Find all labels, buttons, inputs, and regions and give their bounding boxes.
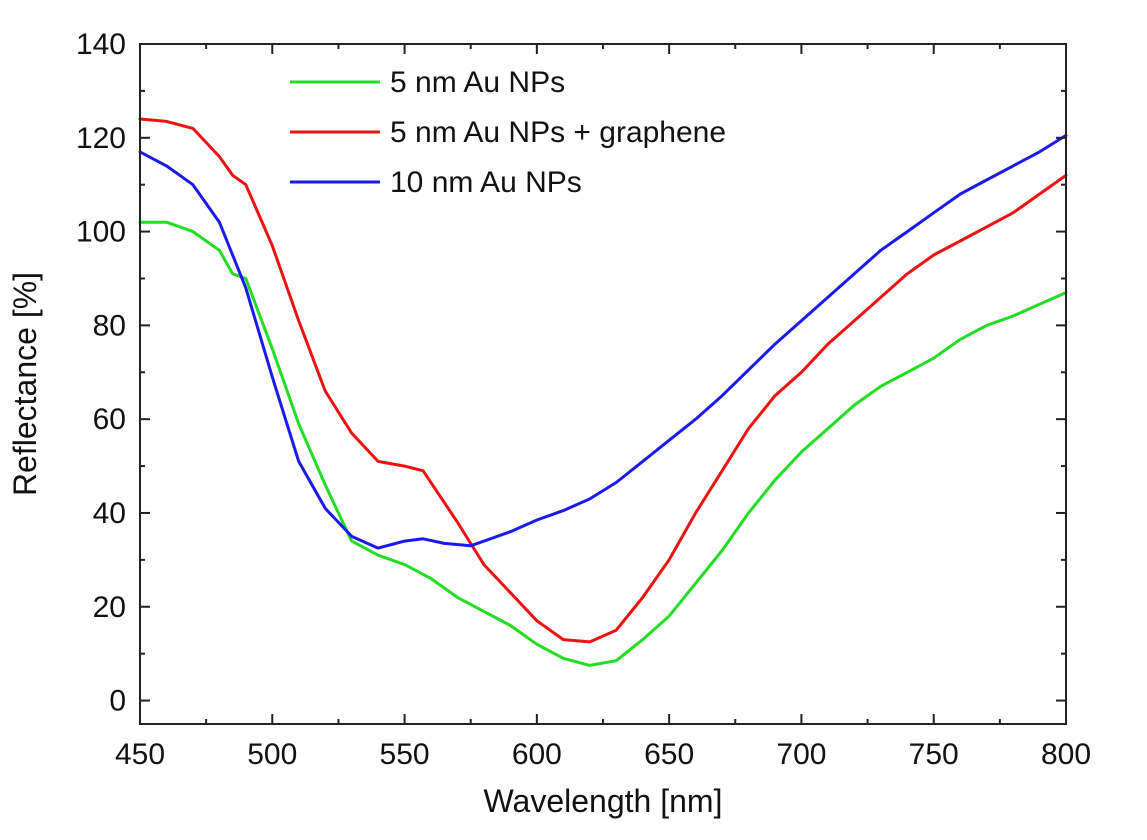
legend: 5 nm Au NPs 5 nm Au NPs + graphene 10 nm A…	[290, 66, 726, 199]
y-tick-label: 120	[76, 122, 126, 155]
series-line-2	[138, 117, 1068, 644]
y-tick-label: 60	[93, 403, 126, 436]
y-axis-title: Reflectance [%]	[7, 272, 43, 496]
x-tick-label: 650	[644, 738, 694, 771]
y-tick-label: 40	[93, 497, 126, 530]
plot-lines	[138, 117, 1068, 667]
legend-label-2: 5 nm Au NPs + graphene	[390, 116, 726, 149]
y-tick-label: 0	[109, 685, 126, 718]
legend-label-1: 5 nm Au NPs	[390, 66, 565, 99]
y-tick-label: 140	[76, 28, 126, 61]
y-tick-label: 20	[93, 591, 126, 624]
x-tick-label: 500	[247, 738, 297, 771]
x-tick-label: 750	[909, 738, 959, 771]
series-line-3	[138, 133, 1068, 550]
x-axis: 450 500 550 600 650 700 750 800	[115, 44, 1091, 771]
x-tick-label: 700	[776, 738, 826, 771]
x-tick-label: 600	[512, 738, 562, 771]
y-tick-label: 80	[93, 309, 126, 342]
y-axis: 0 20 40 60 80 100 120 140	[76, 28, 1066, 718]
x-axis-title: Wavelength [nm]	[484, 783, 723, 819]
x-tick-label: 550	[380, 738, 430, 771]
y-tick-label: 100	[76, 216, 126, 249]
x-tick-label: 450	[115, 738, 165, 771]
series-line-1	[138, 220, 1068, 667]
x-tick-label: 800	[1041, 738, 1091, 771]
legend-label-3: 10 nm Au NPs	[390, 166, 582, 199]
